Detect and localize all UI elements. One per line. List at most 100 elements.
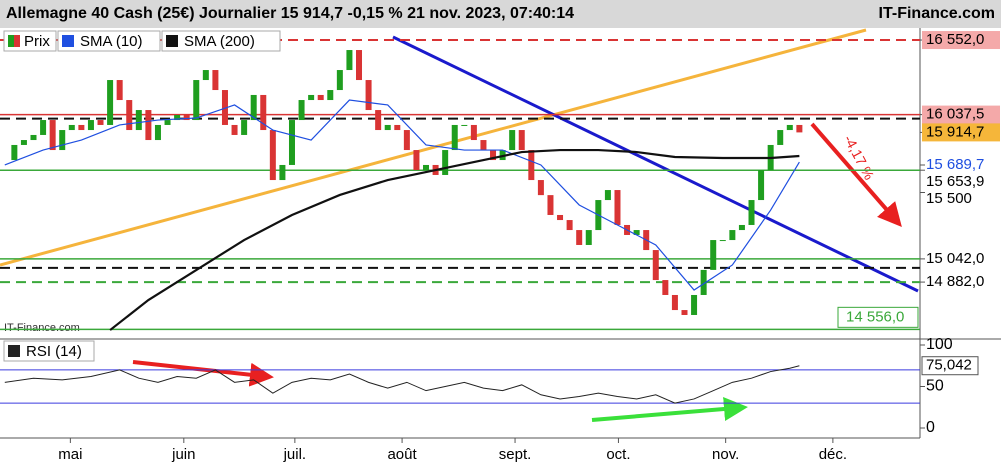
candle — [566, 220, 573, 231]
candle — [145, 110, 152, 141]
sma-line — [4, 99, 800, 291]
x-tick-label: juin — [171, 446, 195, 463]
candle — [786, 124, 793, 131]
candle — [250, 94, 257, 121]
candle — [183, 114, 190, 121]
watermark: IT-Finance.com — [4, 322, 80, 334]
legend-box — [161, 30, 281, 52]
candle — [221, 90, 228, 125]
x-tick-label: nov. — [712, 446, 739, 463]
legend-swatch — [14, 35, 20, 47]
candle — [614, 190, 621, 225]
legend-swatch — [166, 35, 178, 47]
price-label: 15 914,7 — [926, 123, 984, 140]
candle — [49, 120, 56, 151]
candle — [202, 70, 209, 81]
candle — [193, 80, 200, 121]
candle — [652, 250, 659, 281]
candle — [413, 150, 420, 171]
y-tick-label: 50 — [926, 378, 944, 395]
candle — [777, 130, 784, 145]
candle — [480, 140, 487, 151]
inner-label: 14 556,0 — [846, 308, 904, 325]
candle — [298, 100, 305, 121]
annotation: -4,17 % — [841, 132, 878, 182]
chart-title: Allemagne 40 Cash (25€) Journalier 15 91… — [6, 5, 574, 22]
candle — [604, 190, 611, 201]
candle — [116, 80, 123, 101]
price-label: 15 500 — [926, 190, 972, 207]
price-label-bg — [922, 123, 1000, 142]
candle — [394, 124, 401, 131]
candle — [308, 94, 315, 101]
legend-swatch — [8, 345, 20, 357]
legend-label: RSI (14) — [26, 343, 82, 360]
candle — [375, 110, 382, 131]
candle — [30, 134, 37, 141]
x-tick-label: juil. — [283, 446, 307, 463]
candle — [336, 70, 343, 91]
x-tick-label: oct. — [606, 446, 630, 463]
inner-label-box — [837, 306, 919, 328]
candle — [212, 70, 219, 91]
candle — [576, 230, 583, 245]
candle — [346, 50, 353, 71]
candle — [288, 120, 295, 165]
price-label: 15 653,9 — [926, 173, 984, 190]
x-tick-label: août — [387, 446, 417, 463]
candle — [518, 130, 525, 151]
header-bar — [0, 0, 1001, 28]
candle — [260, 94, 267, 131]
rsi-label: 75,042 — [926, 357, 972, 374]
candle — [356, 50, 363, 81]
source: IT-Finance.com — [879, 5, 995, 22]
candle — [327, 90, 334, 101]
candle — [11, 144, 18, 161]
candle — [317, 94, 324, 101]
candle — [20, 140, 27, 145]
candle — [461, 124, 468, 126]
candle — [78, 124, 85, 131]
rsi-label-box — [921, 356, 979, 376]
trend-line — [392, 35, 919, 293]
candle — [547, 195, 554, 215]
candle — [174, 114, 181, 121]
arrow — [591, 397, 748, 422]
candle — [107, 80, 114, 125]
candle — [796, 124, 803, 133]
price-label: 14 882,0 — [926, 273, 984, 290]
candle — [557, 214, 564, 221]
candle — [738, 224, 745, 231]
candle — [365, 80, 372, 111]
candle — [423, 164, 430, 171]
candle — [748, 200, 755, 225]
candle — [758, 170, 765, 201]
candle — [269, 130, 276, 181]
price-label-bg — [922, 105, 1000, 124]
legend-label: Prix — [24, 33, 50, 50]
plot: mai juin juil. août sept. oct. nov. déc. 16 552,… — [0, 31, 1000, 463]
price-label: 16 552,0 — [926, 31, 984, 48]
candle — [662, 280, 669, 295]
trend-line — [0, 28, 867, 267]
candle — [87, 120, 94, 131]
candle — [671, 294, 678, 311]
candle — [509, 130, 516, 151]
legend-label: SMA (10) — [80, 33, 143, 50]
candle — [490, 150, 497, 161]
candle — [97, 120, 104, 125]
sma-line — [109, 148, 800, 331]
candle — [585, 230, 592, 245]
legend-label: SMA (200) — [184, 33, 255, 50]
candle — [40, 120, 47, 135]
x-tick-label: sept. — [499, 446, 532, 463]
candle — [470, 124, 477, 141]
candle — [710, 240, 717, 270]
candle — [279, 164, 286, 181]
candle — [691, 294, 698, 315]
candle — [59, 130, 66, 151]
legend-box — [3, 340, 95, 362]
candle — [68, 124, 75, 131]
price-label: 16 037,5 — [926, 106, 984, 123]
